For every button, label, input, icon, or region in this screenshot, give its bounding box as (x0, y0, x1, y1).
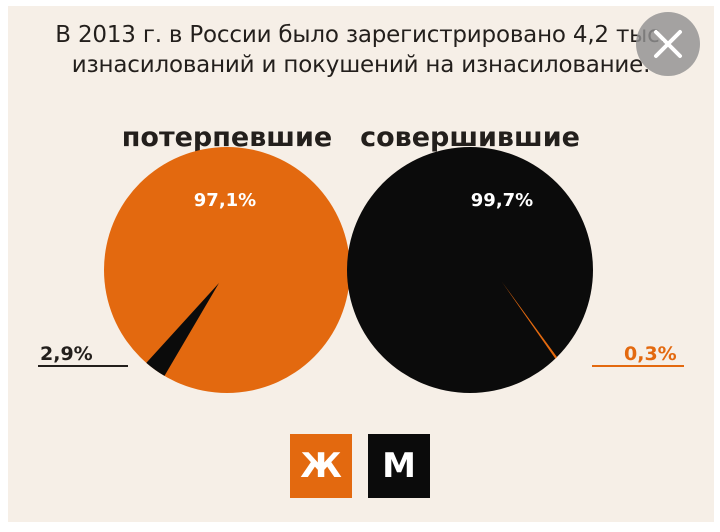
close-icon (654, 30, 682, 58)
legend-male-label: М (382, 446, 416, 486)
pie-slice-major-1 (104, 147, 350, 393)
pie-label-major-2: 99,7% (471, 190, 533, 211)
legend-female-label: Ж (300, 446, 342, 486)
title-line-1: В 2013 г. в России было зарегистрировано… (55, 22, 667, 48)
legend-female: Ж (290, 434, 352, 498)
pie-slice-major-2 (347, 147, 593, 393)
pie-label-minor-1: 2,9% (40, 343, 93, 365)
pie-slice-minor-2 (502, 282, 557, 359)
title-line-2: изнасилований и покушений на изнасилован… (71, 52, 651, 78)
pie-slice-minor-1 (146, 283, 219, 376)
pie-label-minor-2: 0,3% (624, 343, 677, 365)
infographic-title: В 2013 г. в России было зарегистрировано… (8, 20, 714, 80)
legend-male: М (368, 434, 430, 498)
close-button[interactable] (636, 12, 700, 76)
pie-label-major-1: 97,1% (194, 190, 256, 211)
